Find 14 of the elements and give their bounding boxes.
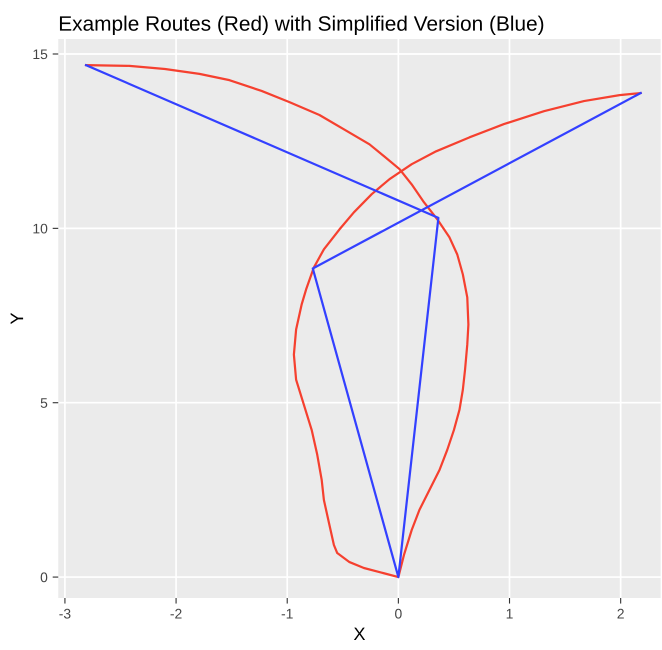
y-tick-label: 15 bbox=[33, 49, 48, 60]
x-tick-label: -3 bbox=[59, 608, 70, 619]
y-axis-title: Y bbox=[10, 312, 24, 324]
line-series bbox=[84, 64, 642, 578]
x-axis-title: X bbox=[354, 628, 366, 640]
x-tick-label: 2 bbox=[618, 608, 624, 618]
chart-title: Example Routes (Red) with Simplified Version (Blue) bbox=[60, 16, 544, 35]
y-tick-label: 0 bbox=[40, 572, 48, 582]
y-tick-label: 5 bbox=[40, 398, 48, 408]
x-tick-label: -2 bbox=[170, 608, 182, 618]
x-tick-label: 0 bbox=[395, 608, 402, 619]
x-tick-label: 1 bbox=[506, 608, 513, 618]
x-tick-label: -1 bbox=[282, 608, 293, 618]
y-tick-label: 10 bbox=[33, 224, 48, 234]
